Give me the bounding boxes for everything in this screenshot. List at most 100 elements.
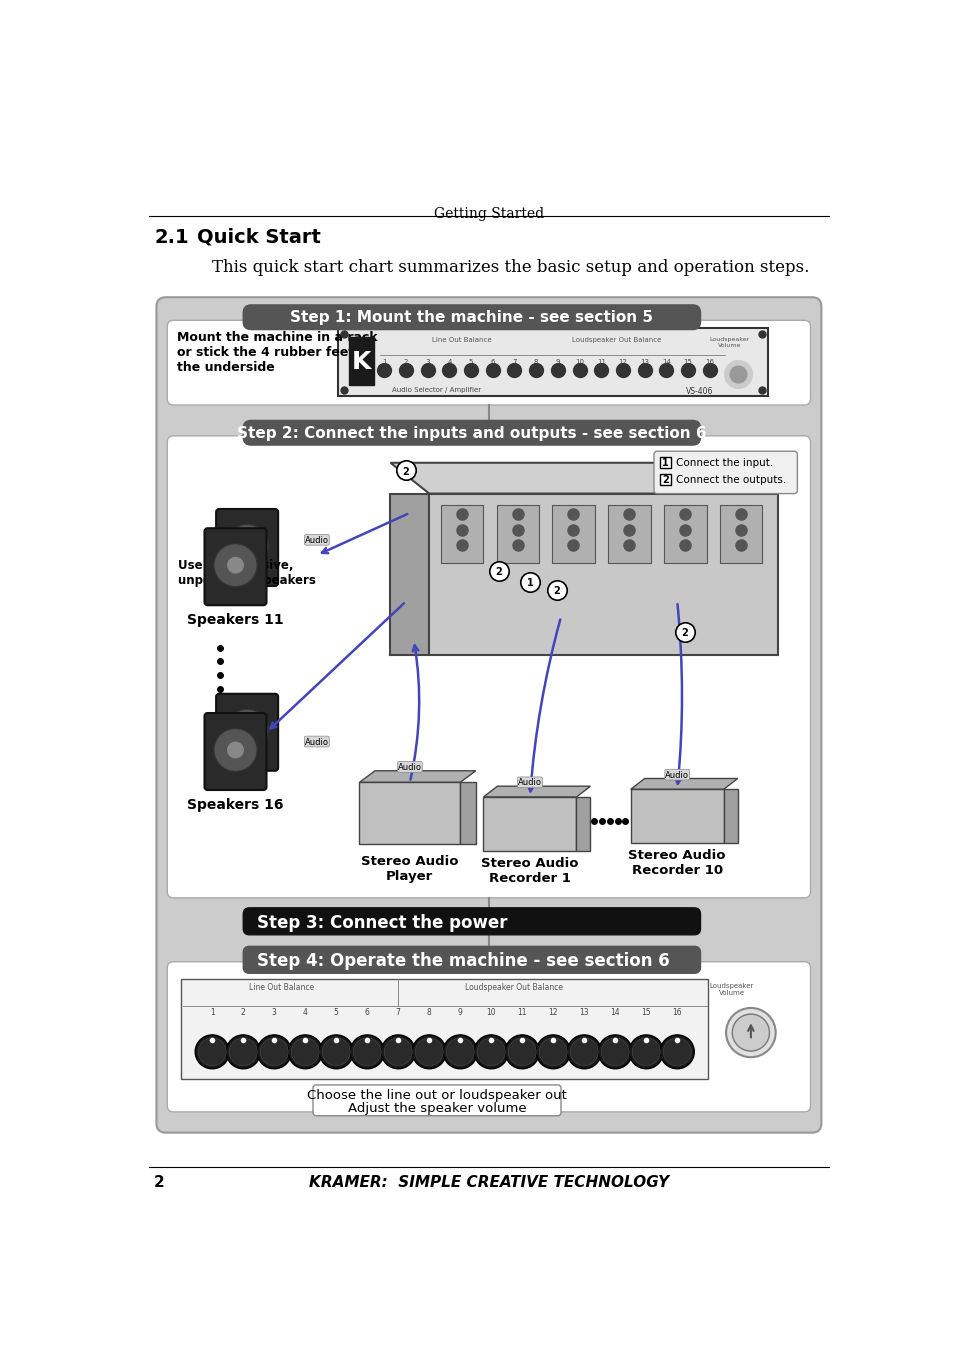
Circle shape xyxy=(213,543,257,586)
Text: Audio: Audio xyxy=(305,536,329,544)
Circle shape xyxy=(508,1039,536,1066)
Text: This quick start chart summarizes the basic setup and operation steps.: This quick start chart summarizes the ba… xyxy=(212,260,809,276)
Circle shape xyxy=(319,1034,353,1068)
Text: 15: 15 xyxy=(640,1007,650,1017)
FancyBboxPatch shape xyxy=(243,946,700,974)
FancyBboxPatch shape xyxy=(243,421,700,445)
Circle shape xyxy=(476,1039,505,1066)
Text: 6: 6 xyxy=(364,1007,370,1017)
Circle shape xyxy=(659,1034,694,1068)
Text: Line Out Balance: Line Out Balance xyxy=(249,983,314,991)
Polygon shape xyxy=(359,770,476,783)
Text: 1: 1 xyxy=(661,458,668,468)
Text: 3: 3 xyxy=(425,359,430,364)
Circle shape xyxy=(725,1007,775,1057)
Text: Audio Selector / Amplifier: Audio Selector / Amplifier xyxy=(392,386,480,393)
Text: Loudspeaker Out Balance: Loudspeaker Out Balance xyxy=(572,337,660,344)
Text: 14: 14 xyxy=(661,359,670,364)
Text: 4: 4 xyxy=(447,359,451,364)
FancyBboxPatch shape xyxy=(167,436,810,898)
Text: Quick Start: Quick Start xyxy=(196,227,320,246)
Text: Step 3: Connect the power: Step 3: Connect the power xyxy=(257,914,507,932)
Bar xyxy=(497,505,538,563)
Circle shape xyxy=(632,1039,659,1066)
Bar xyxy=(720,505,761,563)
Text: 14: 14 xyxy=(610,1007,619,1017)
FancyBboxPatch shape xyxy=(397,761,422,772)
Text: KRAMER:  SIMPLE CREATIVE TECHNOLOGY: KRAMER: SIMPLE CREATIVE TECHNOLOGY xyxy=(309,1175,668,1190)
Circle shape xyxy=(384,1039,412,1066)
Text: 4: 4 xyxy=(302,1007,308,1017)
Circle shape xyxy=(225,709,269,753)
Text: Step 2: Connect the inputs and outputs - see section 6: Step 2: Connect the inputs and outputs -… xyxy=(236,425,706,441)
Polygon shape xyxy=(483,787,590,798)
Text: 10: 10 xyxy=(486,1007,496,1017)
Bar xyxy=(608,505,650,563)
Text: Use only passive,
unpowered speakers: Use only passive, unpowered speakers xyxy=(178,559,315,588)
Text: Speakers 11: Speakers 11 xyxy=(187,613,283,627)
Text: 2: 2 xyxy=(680,628,688,638)
Circle shape xyxy=(291,1039,319,1066)
Text: Audio: Audio xyxy=(517,779,541,788)
Circle shape xyxy=(474,1034,508,1068)
Circle shape xyxy=(536,1034,570,1068)
Text: Loudspeaker
Volume: Loudspeaker Volume xyxy=(708,337,748,348)
Text: Audio: Audio xyxy=(664,770,688,780)
Text: 2: 2 xyxy=(403,359,408,364)
Text: 15: 15 xyxy=(683,359,692,364)
Bar xyxy=(630,789,723,844)
Bar xyxy=(181,979,707,1079)
Text: K: K xyxy=(352,349,371,374)
Text: 9: 9 xyxy=(555,359,559,364)
Text: Speakers 16: Speakers 16 xyxy=(187,798,283,812)
Text: 10: 10 xyxy=(575,359,583,364)
Text: Audio: Audio xyxy=(397,764,421,772)
Text: VS-406: VS-406 xyxy=(685,386,713,395)
FancyBboxPatch shape xyxy=(304,737,329,747)
Bar xyxy=(440,505,483,563)
FancyBboxPatch shape xyxy=(664,769,689,780)
Circle shape xyxy=(288,1034,322,1068)
FancyBboxPatch shape xyxy=(517,777,542,788)
Polygon shape xyxy=(390,463,778,494)
Circle shape xyxy=(228,742,243,758)
Circle shape xyxy=(195,1034,229,1068)
Text: 7: 7 xyxy=(512,359,517,364)
Text: 2: 2 xyxy=(553,586,560,596)
Text: 11: 11 xyxy=(597,359,605,364)
Text: 12: 12 xyxy=(618,359,627,364)
Circle shape xyxy=(353,1039,381,1066)
Bar xyxy=(663,505,706,563)
Circle shape xyxy=(600,1039,629,1066)
Circle shape xyxy=(381,1034,415,1068)
Bar xyxy=(483,798,576,850)
FancyBboxPatch shape xyxy=(216,693,278,770)
Text: 2: 2 xyxy=(402,467,409,477)
Circle shape xyxy=(570,1039,598,1066)
FancyBboxPatch shape xyxy=(204,528,266,605)
Circle shape xyxy=(322,1039,350,1066)
Text: Stereo Audio
Recorder 1: Stereo Audio Recorder 1 xyxy=(480,857,578,886)
Text: Choose the line out or loudspeaker out: Choose the line out or loudspeaker out xyxy=(307,1089,566,1102)
FancyBboxPatch shape xyxy=(654,451,797,494)
Text: Loudspeaker
Volume: Loudspeaker Volume xyxy=(709,983,753,995)
Bar xyxy=(659,458,670,468)
Bar xyxy=(552,505,595,563)
Text: Connect the input.: Connect the input. xyxy=(675,458,772,468)
Text: 1: 1 xyxy=(381,359,386,364)
Polygon shape xyxy=(429,494,778,655)
Bar xyxy=(723,789,737,844)
Bar xyxy=(659,474,670,485)
Text: 2: 2 xyxy=(240,1007,245,1017)
Bar xyxy=(337,328,767,395)
Circle shape xyxy=(229,1039,257,1066)
FancyBboxPatch shape xyxy=(156,298,821,1133)
Text: Mount the machine in a rack
or stick the 4 rubber feet to
the underside: Mount the machine in a rack or stick the… xyxy=(176,332,376,374)
Text: 2: 2 xyxy=(154,1175,165,1190)
Text: Audio: Audio xyxy=(305,738,329,746)
Text: 5: 5 xyxy=(469,359,473,364)
Circle shape xyxy=(732,1014,769,1051)
Circle shape xyxy=(443,1034,476,1068)
Circle shape xyxy=(260,1039,288,1066)
FancyBboxPatch shape xyxy=(204,714,266,789)
